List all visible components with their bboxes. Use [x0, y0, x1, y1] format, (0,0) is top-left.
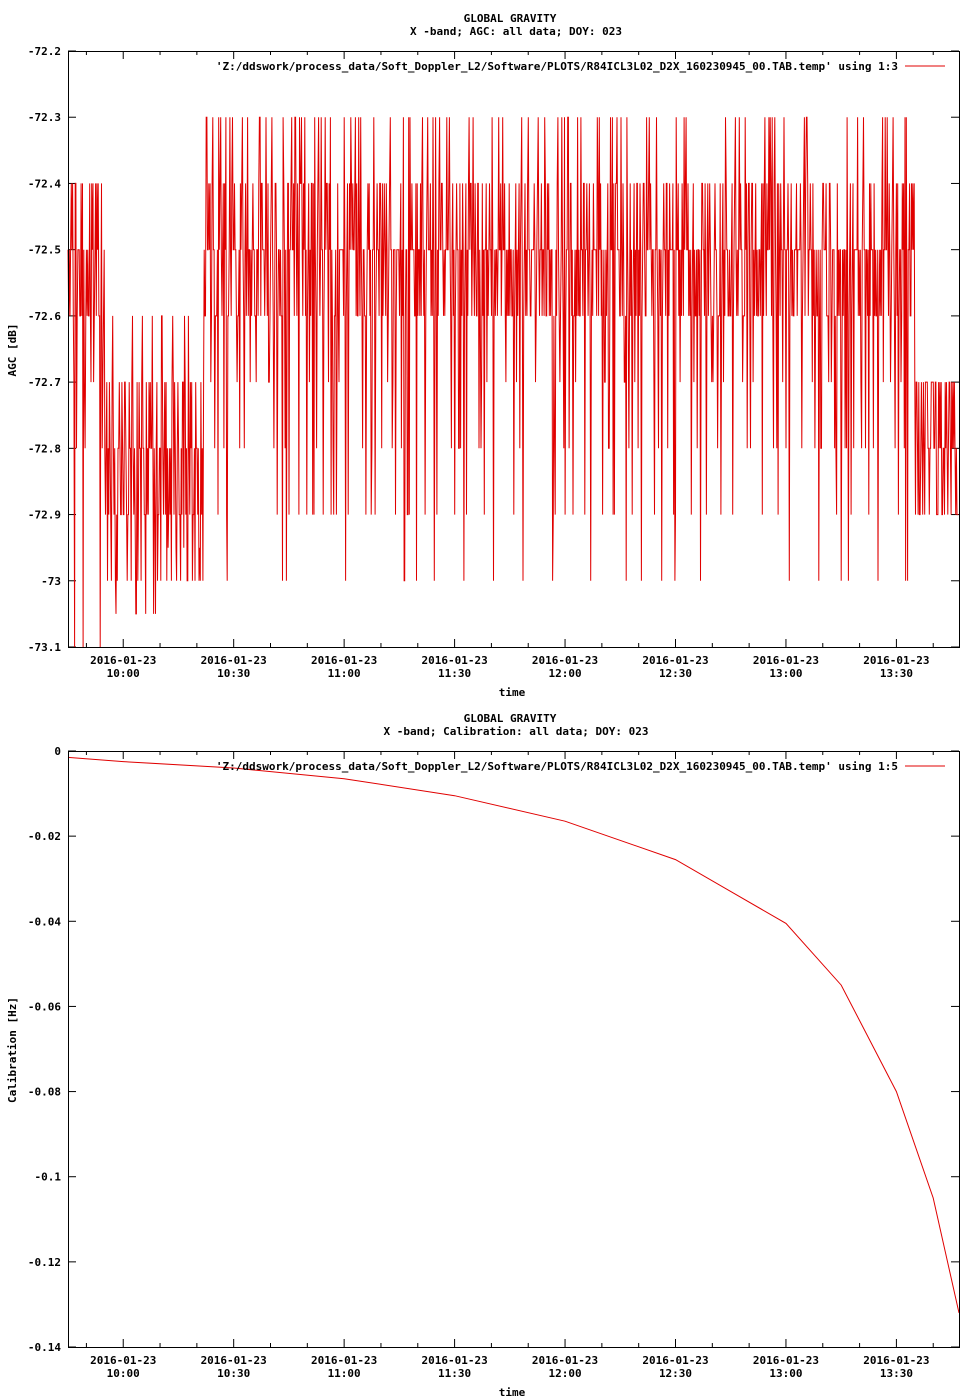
- x-tick-date-label: 2016-01-23: [642, 654, 708, 667]
- plot-frame: [68, 751, 960, 1348]
- x-tick-time-label: 10:30: [217, 667, 250, 680]
- chart-subtitle: X -band; AGC: all data; DOY: 023: [410, 25, 622, 38]
- x-tick-time-label: 10:00: [107, 667, 140, 680]
- x-tick-time-label: 13:00: [769, 667, 802, 680]
- x-tick-time-label: 10:30: [217, 1367, 250, 1380]
- x-axis-label: time: [499, 686, 526, 699]
- x-tick-labels: 2016-01-2310:002016-01-2310:302016-01-23…: [90, 1354, 929, 1380]
- x-tick-time-label: 12:30: [659, 1367, 692, 1380]
- y-tick-label: -0.02: [28, 830, 61, 843]
- y-tick-label: -72.2: [28, 45, 61, 58]
- x-tick-date-label: 2016-01-23: [753, 654, 819, 667]
- calibration-series-line: [67, 756, 960, 1314]
- y-tick-label: -73: [41, 575, 61, 588]
- x-tick-date-label: 2016-01-23: [642, 1354, 708, 1367]
- y-tick-label: -72.6: [28, 310, 61, 323]
- x-tick-time-label: 13:30: [880, 667, 913, 680]
- x-tick-date-label: 2016-01-23: [532, 1354, 598, 1367]
- x-tick-date-label: 2016-01-23: [90, 654, 156, 667]
- legend-label: 'Z:/ddswork/process_data/Soft_Doppler_L2…: [216, 60, 898, 73]
- y-tick-label: -72.5: [28, 244, 61, 257]
- y-axis-label: Calibration [Hz]: [6, 997, 19, 1103]
- x-tick-time-label: 11:30: [438, 667, 471, 680]
- y-tick-label: -0.04: [28, 915, 61, 928]
- x-tick-time-label: 11:00: [328, 667, 361, 680]
- y-tick-label: -0.1: [35, 1171, 62, 1184]
- y-tick-label: -72.9: [28, 509, 61, 522]
- plot-frame: [68, 51, 960, 648]
- x-tick-time-label: 12:00: [548, 667, 581, 680]
- y-axis-label: AGC [dB]: [6, 324, 19, 377]
- x-tick-time-label: 12:00: [548, 1367, 581, 1380]
- y-tick-label: 0: [54, 745, 61, 758]
- x-tick-time-label: 11:30: [438, 1367, 471, 1380]
- x-tick-date-label: 2016-01-23: [863, 1354, 929, 1367]
- y-tick-label: -72.8: [28, 442, 61, 455]
- x-axis-label: time: [499, 1386, 526, 1399]
- x-tick-time-label: 13:30: [880, 1367, 913, 1380]
- y-tick-label: -0.12: [28, 1256, 61, 1269]
- y-tick-label: -0.06: [28, 1000, 61, 1013]
- x-tick-date-label: 2016-01-23: [753, 1354, 819, 1367]
- x-tick-time-label: 10:00: [107, 1367, 140, 1380]
- x-tick-date-label: 2016-01-23: [201, 654, 267, 667]
- chart-title: GLOBAL GRAVITY: [464, 12, 557, 25]
- y-tick-label: -72.3: [28, 111, 61, 124]
- tick-marks: [68, 750, 959, 1348]
- chart-subtitle: X -band; Calibration: all data; DOY: 023: [384, 725, 649, 738]
- y-tick-labels: -72.2 -72.3 -72.4 -72.5 -72.6 -72.7 -72.8 -72.9…: [28, 45, 61, 654]
- chart-title: GLOBAL GRAVITY: [464, 712, 557, 725]
- y-tick-labels: 0 -0.02 -0.04 -0.06 -0.08 -0.1 -0.12 -0.14: [28, 745, 61, 1354]
- x-tick-time-label: 11:00: [328, 1367, 361, 1380]
- x-tick-time-label: 13:00: [769, 1367, 802, 1380]
- x-tick-labels: 2016-01-2310:002016-01-2310:302016-01-23…: [90, 654, 929, 680]
- x-tick-date-label: 2016-01-23: [201, 1354, 267, 1367]
- agc-series-line: [67, 116, 959, 648]
- x-tick-date-label: 2016-01-23: [532, 654, 598, 667]
- x-tick-date-label: 2016-01-23: [421, 1354, 487, 1367]
- x-tick-date-label: 2016-01-23: [311, 1354, 377, 1367]
- agc-chart: GLOBAL GRAVITY X -band; AGC: all data; D…: [6, 12, 960, 699]
- y-tick-label: -0.08: [28, 1086, 61, 1099]
- x-tick-date-label: 2016-01-23: [863, 654, 929, 667]
- x-tick-date-label: 2016-01-23: [311, 654, 377, 667]
- y-tick-label: -72.4: [28, 177, 61, 190]
- y-tick-label: -73.1: [28, 641, 61, 654]
- y-tick-label: -0.14: [28, 1341, 61, 1354]
- x-tick-time-label: 12:30: [659, 667, 692, 680]
- y-tick-label: -72.7: [28, 376, 61, 389]
- x-tick-date-label: 2016-01-23: [90, 1354, 156, 1367]
- tick-marks: [68, 50, 959, 648]
- x-tick-date-label: 2016-01-23: [421, 654, 487, 667]
- calibration-chart: GLOBAL GRAVITY X -band; Calibration: all…: [6, 712, 960, 1399]
- legend-label: 'Z:/ddswork/process_data/Soft_Doppler_L2…: [216, 760, 898, 773]
